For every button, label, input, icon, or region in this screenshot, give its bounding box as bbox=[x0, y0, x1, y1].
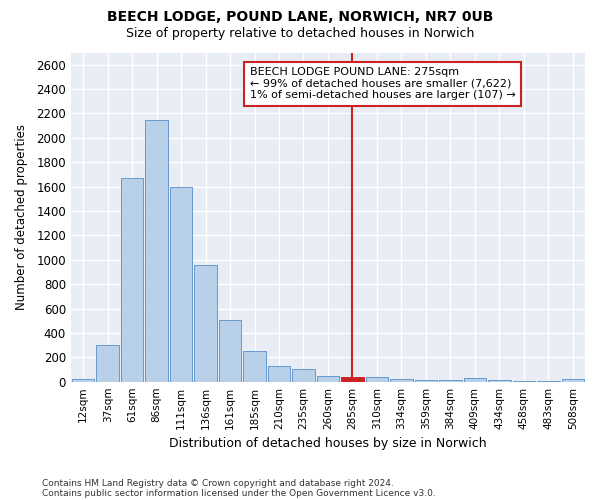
Bar bbox=[390, 379, 413, 382]
Bar bbox=[415, 380, 437, 382]
Text: Size of property relative to detached houses in Norwich: Size of property relative to detached ho… bbox=[126, 28, 474, 40]
Bar bbox=[512, 381, 535, 382]
Bar bbox=[170, 187, 193, 382]
Bar bbox=[464, 378, 486, 382]
Bar bbox=[72, 378, 94, 382]
Text: Contains HM Land Registry data © Crown copyright and database right 2024.: Contains HM Land Registry data © Crown c… bbox=[42, 478, 394, 488]
Bar bbox=[562, 378, 584, 382]
Bar bbox=[121, 178, 143, 382]
Bar bbox=[219, 320, 241, 382]
Bar bbox=[243, 351, 266, 382]
Bar bbox=[341, 377, 364, 382]
Bar bbox=[145, 120, 168, 382]
Bar bbox=[268, 366, 290, 382]
Text: BEECH LODGE POUND LANE: 275sqm
← 99% of detached houses are smaller (7,622)
1% o: BEECH LODGE POUND LANE: 275sqm ← 99% of … bbox=[250, 67, 515, 100]
Bar bbox=[194, 264, 217, 382]
Text: Contains public sector information licensed under the Open Government Licence v3: Contains public sector information licen… bbox=[42, 488, 436, 498]
Text: BEECH LODGE, POUND LANE, NORWICH, NR7 0UB: BEECH LODGE, POUND LANE, NORWICH, NR7 0U… bbox=[107, 10, 493, 24]
Bar bbox=[317, 376, 339, 382]
Bar bbox=[365, 378, 388, 382]
Bar bbox=[439, 380, 461, 382]
Bar bbox=[537, 381, 560, 382]
X-axis label: Distribution of detached houses by size in Norwich: Distribution of detached houses by size … bbox=[169, 437, 487, 450]
Bar bbox=[97, 345, 119, 382]
Bar bbox=[488, 380, 511, 382]
Y-axis label: Number of detached properties: Number of detached properties bbox=[15, 124, 28, 310]
Bar bbox=[292, 370, 315, 382]
